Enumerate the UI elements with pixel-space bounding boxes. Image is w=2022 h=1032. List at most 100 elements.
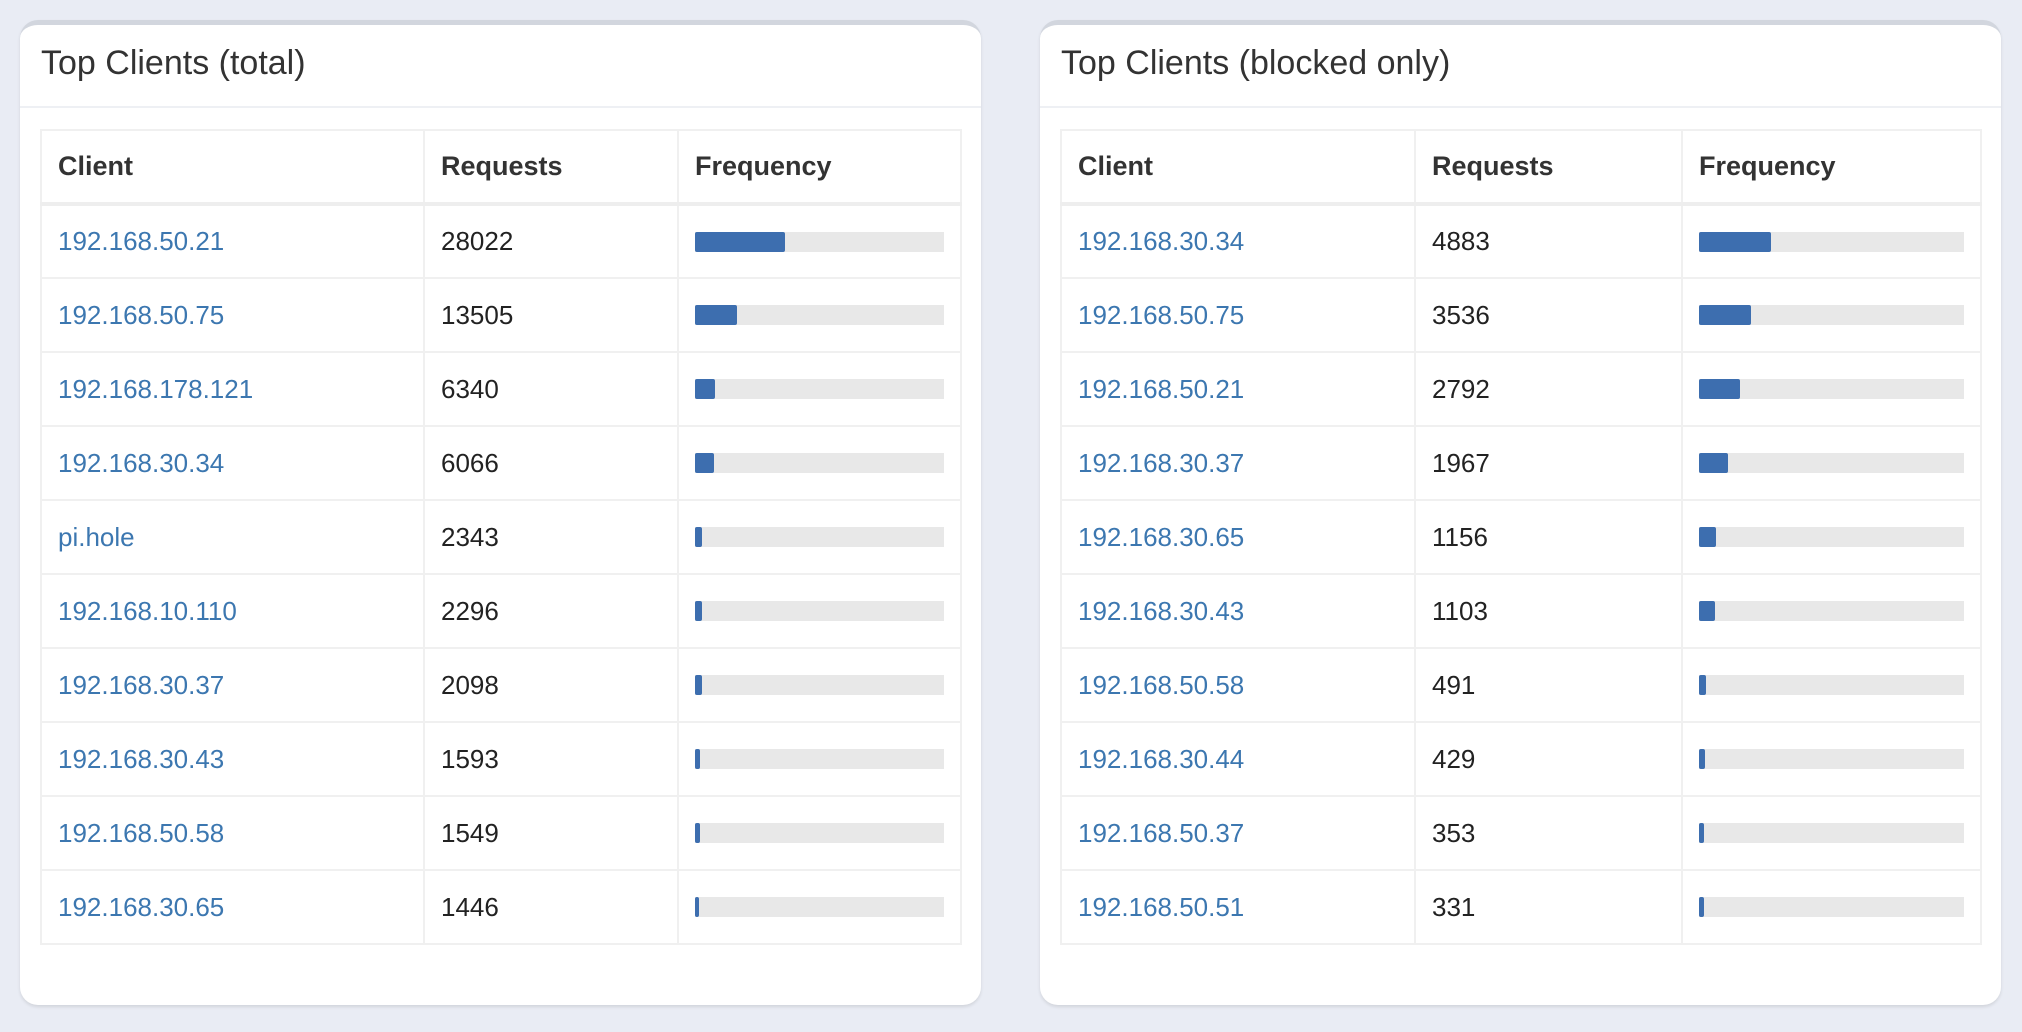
client-cell: 192.168.30.37 [40,647,425,723]
table-row: 192.168.30.37 2098 [40,647,962,723]
frequency-cell [677,795,962,871]
table-row: 192.168.10.110 2296 [40,573,962,649]
column-header-frequency[interactable]: Frequency [677,129,962,206]
client-link[interactable]: 192.168.50.51 [1078,891,1245,922]
frequency-bar-track [695,675,944,695]
table-row: 192.168.50.58 1549 [40,795,962,871]
frequency-bar-track [1699,305,1964,325]
client-cell: 192.168.30.65 [40,869,425,945]
frequency-cell [1681,721,1982,797]
frequency-bar-track [1699,897,1964,917]
frequency-cell [677,869,962,945]
client-cell: 192.168.50.75 [40,277,425,353]
top-clients-blocked-table: Client Requests Frequency 192.168.30.34 4… [1060,129,1982,945]
table-body: 192.168.30.34 4883 192.168.50.75 3536 192.16… [1060,203,1982,945]
client-link[interactable]: 192.168.50.75 [58,299,225,330]
column-header-frequency[interactable]: Frequency [1681,129,1982,206]
column-header-requests[interactable]: Requests [423,129,679,206]
table-row: 192.168.50.51 331 [1060,869,1982,945]
table-row: 192.168.30.34 6066 [40,425,962,501]
client-link[interactable]: 192.168.30.43 [58,743,225,774]
frequency-bar-fill [695,897,700,917]
client-link[interactable]: 192.168.30.37 [1078,447,1245,478]
frequency-cell [1681,499,1982,575]
client-link[interactable]: 192.168.30.65 [58,891,225,922]
client-link[interactable]: 192.168.50.58 [1078,669,1245,700]
table-header-row: Client Requests Frequency [1060,129,1982,206]
requests-cell: 1549 [423,795,679,871]
frequency-bar-fill [1699,601,1716,621]
client-cell: 192.168.30.34 [40,425,425,501]
top-clients-total-table: Client Requests Frequency 192.168.50.21 2… [40,129,962,945]
frequency-bar-fill [695,305,738,325]
client-link[interactable]: 192.168.178.121 [58,373,254,404]
panel-title: Top Clients (blocked only) [1061,44,1451,82]
frequency-bar-fill [695,231,785,252]
requests-cell: 1156 [1414,499,1683,575]
frequency-cell [677,573,962,649]
frequency-bar-track [1699,749,1964,769]
requests-cell: 331 [1414,869,1683,945]
client-link[interactable]: 192.168.30.43 [1078,595,1245,626]
client-cell: 192.168.50.58 [1060,647,1416,723]
frequency-bar-track [1699,379,1964,399]
table-row: 192.168.30.37 1967 [1060,425,1982,501]
client-link[interactable]: 192.168.30.44 [1078,743,1245,774]
table-row: 192.168.30.43 1593 [40,721,962,797]
frequency-bar-fill [1699,379,1741,399]
frequency-bar-fill [1699,527,1716,547]
frequency-bar-track [695,453,944,473]
table-row: 192.168.30.65 1156 [1060,499,1982,575]
frequency-cell [1681,277,1982,353]
frequency-cell [1681,573,1982,649]
frequency-bar-fill [695,527,703,547]
frequency-bar-track [695,379,944,399]
client-link[interactable]: 192.168.30.34 [58,447,225,478]
client-link[interactable]: 192.168.30.65 [1078,521,1245,552]
client-link[interactable]: 192.168.50.21 [58,226,225,256]
frequency-cell [1681,869,1982,945]
client-link[interactable]: 192.168.30.37 [58,669,225,700]
client-link[interactable]: 192.168.50.37 [1078,817,1245,848]
requests-cell: 2792 [1414,351,1683,427]
requests-cell: 6340 [423,351,679,427]
client-cell: 192.168.50.51 [1060,869,1416,945]
client-cell: 192.168.30.65 [1060,499,1416,575]
frequency-bar-track [695,231,944,252]
frequency-bar-fill [1699,453,1728,473]
client-link[interactable]: 192.168.30.34 [1078,226,1245,256]
frequency-bar-fill [1699,675,1707,695]
frequency-bar-track [695,749,944,769]
table-row: 192.168.50.21 28022 [40,203,962,279]
frequency-cell [1681,351,1982,427]
client-cell: 192.168.30.44 [1060,721,1416,797]
table-body: 192.168.50.21 28022 192.168.50.75 13505 192.… [40,203,962,945]
frequency-bar-fill [1699,231,1771,252]
frequency-bar-fill [695,749,700,769]
client-link[interactable]: 192.168.50.75 [1078,299,1245,330]
frequency-cell [677,277,962,353]
client-link[interactable]: 192.168.10.110 [58,595,237,626]
client-link[interactable]: 192.168.50.21 [1078,373,1245,404]
frequency-cell [1681,647,1982,723]
frequency-cell [1681,795,1982,871]
requests-cell: 13505 [423,277,679,353]
client-link[interactable]: pi.hole [58,521,135,552]
requests-cell: 3536 [1414,277,1683,353]
client-link[interactable]: 192.168.50.58 [58,817,225,848]
column-header-client[interactable]: Client [1060,129,1416,206]
table-row: 192.168.30.34 4883 [1060,203,1982,279]
client-cell: 192.168.178.121 [40,351,425,427]
frequency-cell [677,203,962,279]
client-cell: 192.168.50.37 [1060,795,1416,871]
panel-title: Top Clients (total) [41,44,306,82]
table-row: 192.168.30.65 1446 [40,869,962,945]
frequency-bar-fill [695,675,702,695]
column-header-requests[interactable]: Requests [1414,129,1683,206]
frequency-bar-fill [695,823,700,843]
requests-cell: 4883 [1414,203,1683,279]
frequency-bar-track [1699,601,1964,621]
column-header-client[interactable]: Client [40,129,425,206]
frequency-bar-track [695,823,944,843]
frequency-bar-track [695,305,944,325]
